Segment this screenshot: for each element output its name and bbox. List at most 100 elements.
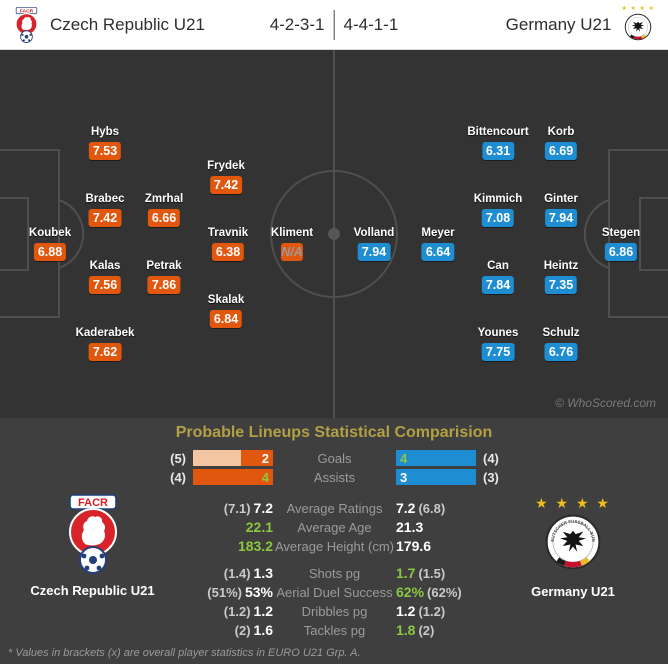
player-rating: 6.69 (544, 142, 578, 160)
player: Ginter 7.94 (544, 193, 578, 227)
stat-label: Assists (313, 469, 356, 485)
player-rating: 7.53 (88, 142, 122, 160)
player-name: Can (487, 260, 509, 272)
player: Heintz 7.35 (543, 260, 579, 294)
bar-fill (396, 469, 476, 485)
stat-label: Average Ratings (286, 501, 383, 516)
away-stat-bar: 4 (396, 450, 476, 466)
stat-bar-row: (4) 4 Assists 3 (3) (148, 469, 521, 485)
away-stat-bar: 3 (396, 469, 476, 485)
player: Can 7.84 (481, 260, 515, 294)
player-name: Younes (477, 327, 519, 339)
stat-label: Shots pg (308, 566, 361, 581)
player-name: Stegen (601, 227, 641, 239)
away-team-label: Germany U21 (531, 584, 615, 599)
player-name: Koubek (28, 227, 72, 239)
watermark: © WhoScored.com (555, 396, 656, 410)
away-team-crest-icon: DEUTSCHER FUSSBALL-BUND (542, 509, 601, 570)
pitch-markings (0, 50, 668, 418)
player-rating: 6.88 (33, 243, 67, 261)
player: Frydek 7.42 (207, 160, 245, 194)
home-stat-value: 22.1 (245, 518, 273, 535)
player-rating: 6.84 (209, 310, 243, 328)
player-name: Brabec (85, 193, 125, 205)
bars-block: (5) 2 Goals 4 (4) (4) 4 Assists (148, 450, 521, 488)
home-stat-value: 4 (261, 470, 269, 485)
home-bracket-value: (1.4) (223, 565, 251, 581)
player-rating: 7.56 (88, 276, 122, 294)
player-rating: 7.42 (88, 209, 122, 227)
home-stat-bar: 2 (193, 450, 273, 466)
player: Bittencourt 6.31 (467, 126, 529, 160)
player-name: Kliment (270, 227, 314, 239)
home-stat-value: 1.3 (253, 564, 273, 581)
player: Volland 7.94 (353, 227, 395, 261)
away-team-block: ★ ★ ★ ★ DEUTSCHER FUSSBALL-BUND Germany … (503, 496, 643, 600)
player-rating: 6.86 (604, 243, 638, 261)
player-name: Bittencourt (467, 126, 529, 138)
home-bracket-value: (2) (234, 622, 251, 638)
away-team-header: Germany U21 ★ ★ ★ ★ (506, 6, 655, 43)
home-bracket-value: (4) (170, 469, 186, 485)
formation-divider (333, 9, 335, 40)
stat-row: (2) 1.6 Tackles pg 1.8 (2) (0, 621, 668, 640)
player: Travnik 6.38 (208, 227, 248, 261)
player: Kimmich 7.08 (473, 193, 523, 227)
player-name: Kalas (89, 260, 121, 272)
player: Korb 6.69 (544, 126, 578, 160)
bar-fill (193, 469, 273, 485)
player-rating: N/A (281, 243, 303, 261)
away-stat-value: 4 (400, 451, 408, 466)
player-name: Kimmich (473, 193, 523, 205)
player-rating: 7.75 (481, 343, 515, 361)
away-team-crest-icon (624, 13, 652, 41)
away-stat-value: 7.2 (396, 499, 416, 516)
away-stat-value: 1.2 (396, 602, 416, 619)
stat-rows: (7.1) 7.2 Average Ratings 7.2 (6.8) 22.1 A… (0, 499, 668, 640)
home-formation: 4-2-3-1 (269, 14, 325, 34)
stats-panel: Probable Lineups Statistical Comparision… (0, 418, 668, 664)
home-team-crest-icon: FACR (68, 494, 117, 574)
player: Hybs 7.53 (88, 126, 122, 160)
player-name: Meyer (421, 227, 455, 239)
player-rating: 6.31 (481, 142, 515, 160)
svg-text:FACR: FACR (78, 497, 108, 509)
away-bracket-value: (1.5) (418, 565, 446, 581)
player-rating: 7.94 (544, 209, 578, 227)
away-stat-value: 179.6 (396, 537, 432, 554)
player-rating: 7.42 (209, 176, 243, 194)
home-bracket-value: (1.2) (223, 603, 251, 619)
stat-label: Average Age (297, 520, 372, 535)
home-team-name: Czech Republic U21 (50, 14, 205, 34)
player-name: Volland (353, 227, 395, 239)
bar-fill (241, 450, 273, 466)
player-name: Heintz (543, 260, 579, 272)
stat-row: (7.1) 7.2 Average Ratings 7.2 (6.8) (0, 499, 668, 518)
stat-label: Goals (317, 450, 352, 466)
svg-text:FACR: FACR (20, 8, 34, 14)
away-bracket-value: (3) (483, 469, 499, 485)
player-name: Schulz (542, 327, 580, 339)
home-stat-value: 183.2 (237, 537, 273, 554)
away-stat-value: 1.7 (396, 564, 416, 581)
player-name: Zmrhal (144, 193, 184, 205)
away-bracket-value: (62%) (427, 584, 462, 600)
bar-fill (396, 450, 476, 466)
player-name: Skalak (207, 294, 245, 306)
away-bracket-value: (2) (418, 622, 435, 638)
player: Zmrhal 6.66 (145, 193, 183, 227)
player-name: Frydek (207, 160, 245, 172)
player-name: Kaderabek (75, 327, 135, 339)
away-bracket-value: (4) (483, 450, 499, 466)
player-rating: 6.38 (211, 243, 245, 261)
player: Petrak 7.86 (146, 260, 182, 294)
player-rating: 6.66 (147, 209, 181, 227)
player-rating: 7.86 (147, 276, 181, 294)
stat-label: Average Height (cm) (275, 539, 394, 554)
stat-row: (1.4) 1.3 Shots pg 1.7 (1.5) (0, 564, 668, 583)
pitch: Koubek 6.88 Hybs 7.53 Brabec 7.42 Kalas … (0, 50, 668, 418)
home-bracket-value: (7.1) (223, 500, 251, 516)
player-name: Korb (547, 126, 575, 138)
player: Stegen 6.86 (602, 227, 640, 261)
player: Younes 7.75 (477, 327, 519, 361)
